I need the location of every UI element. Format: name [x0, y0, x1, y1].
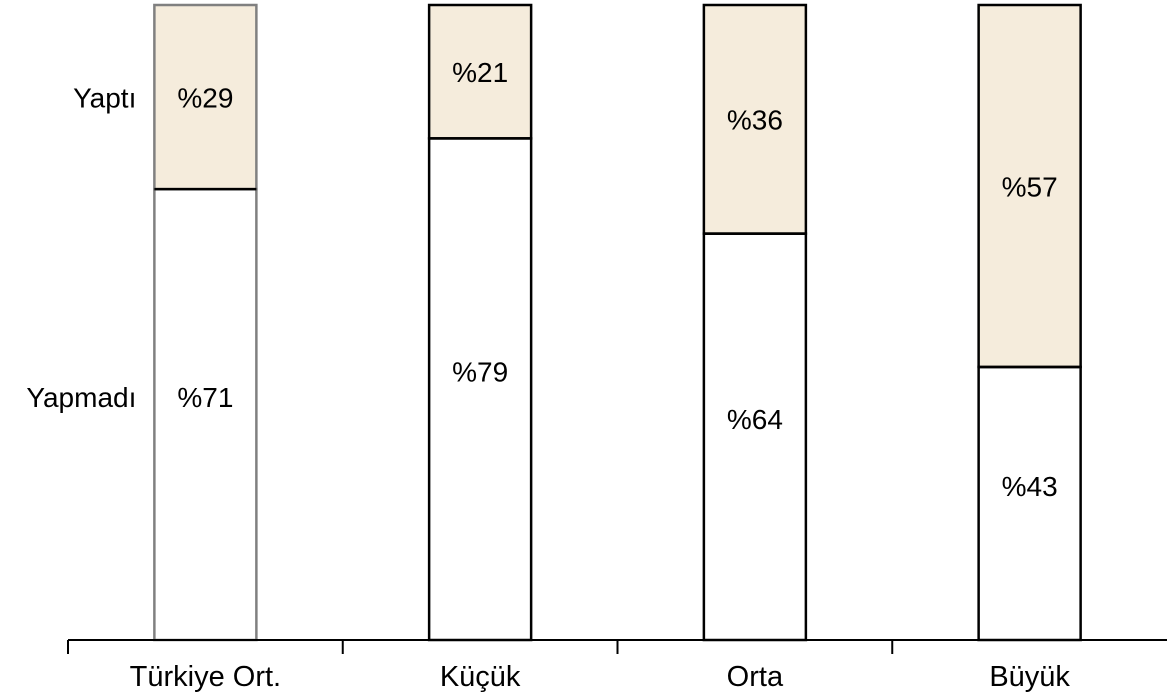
bar-segment-yapti-2 — [702, 3, 808, 235]
x-tick-label-1: Küçük — [440, 661, 521, 693]
data-label-yapti-1: %21 — [452, 57, 508, 88]
series-label-yapti: Yaptı — [73, 82, 136, 113]
series-labels: Yaptı Yapmadı — [26, 82, 136, 413]
data-label-yapmadi-0: %71 — [177, 382, 233, 413]
x-tick-label-2: Orta — [727, 661, 784, 693]
bar-segment-yapmadi-2 — [702, 232, 808, 642]
data-label-yapti-2: %36 — [727, 105, 783, 136]
bar-segment-yapmadi-3 — [977, 365, 1082, 642]
data-label-yapti-0: %29 — [177, 82, 233, 113]
data-label-yapmadi-1: %79 — [452, 357, 508, 388]
x-axis: Türkiye Ort. Küçük Orta Büyük — [67, 639, 1167, 693]
data-label-yapmadi-2: %64 — [727, 404, 783, 435]
bar-segment-yapti-1 — [427, 3, 533, 140]
bar-segment-yapmadi-1 — [427, 137, 533, 642]
bars-group: %71 %29 %79 %21 %64 %36 %43 %57 — [153, 3, 1082, 642]
data-label-yapmadi-3: %43 — [1002, 471, 1058, 502]
series-label-yapmadi: Yapmadı — [26, 382, 136, 413]
x-tick-label-0: Türkiye Ort. — [130, 661, 281, 693]
x-tick-label-3: Büyük — [989, 661, 1070, 693]
data-label-yapti-3: %57 — [1002, 171, 1058, 202]
bar-segment-yapmadi-0 — [153, 187, 258, 642]
bar-segment-yapti-0 — [153, 3, 258, 191]
